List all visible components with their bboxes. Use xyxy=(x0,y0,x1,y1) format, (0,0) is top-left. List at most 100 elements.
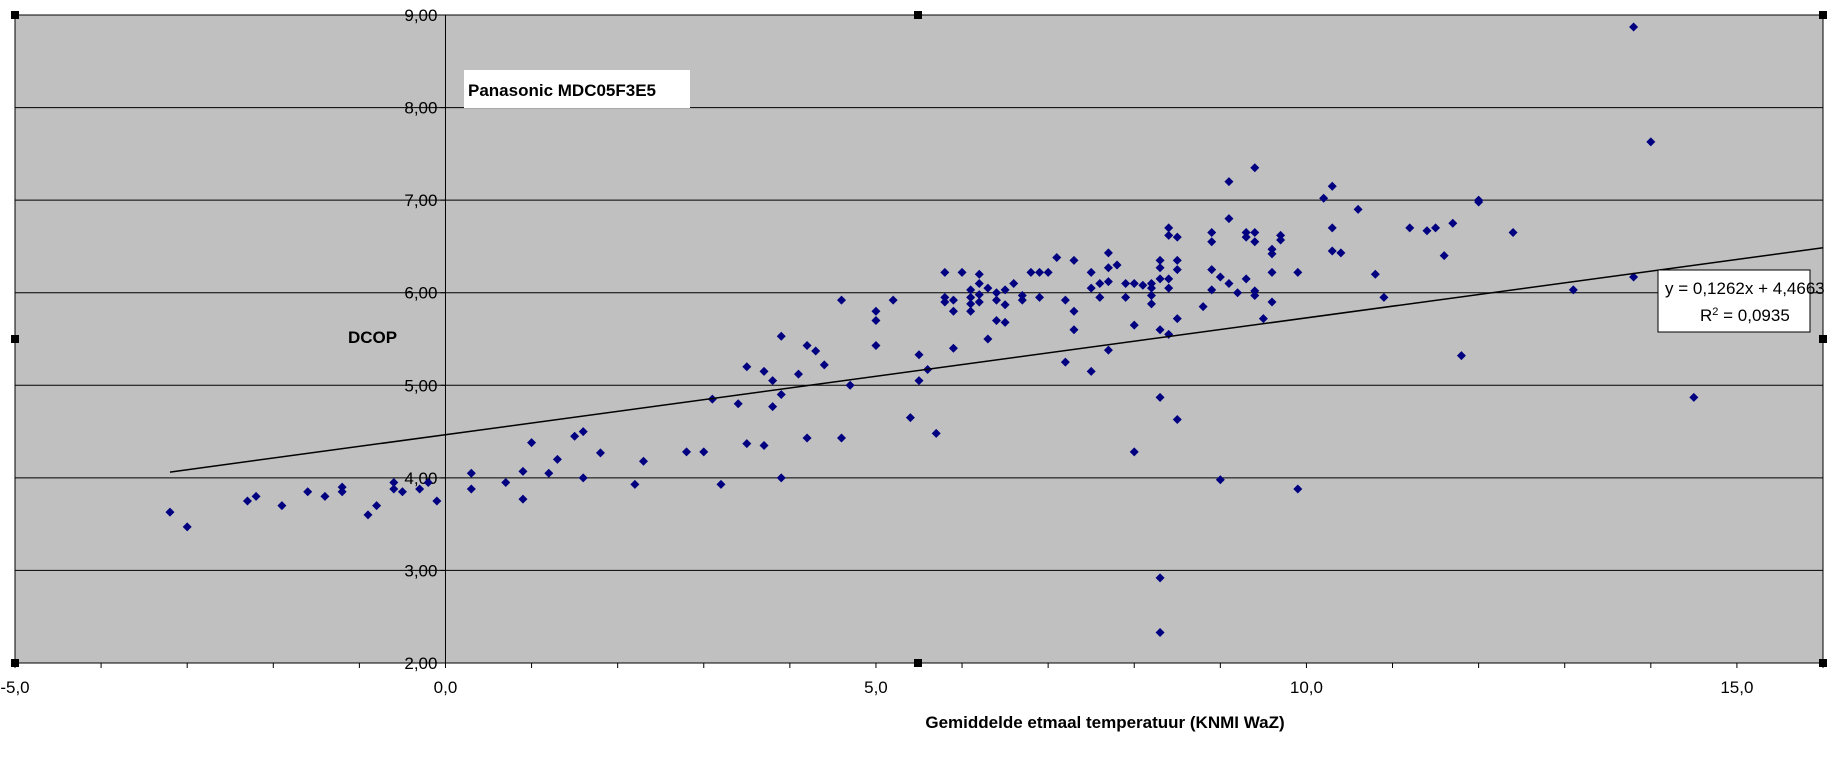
data-point xyxy=(802,340,812,350)
data-point xyxy=(1250,286,1260,296)
x-tick-label: 15,0 xyxy=(1720,678,1753,697)
trendline-equation: y = 0,1262x + 4,4663 xyxy=(1665,279,1825,298)
data-point xyxy=(966,292,976,302)
data-point xyxy=(966,285,976,295)
data-point xyxy=(948,295,958,305)
data-point xyxy=(1121,292,1131,302)
data-point xyxy=(1103,345,1113,355)
trendline xyxy=(169,247,1824,473)
data-point xyxy=(337,482,347,492)
data-point xyxy=(1293,484,1303,494)
data-point xyxy=(1043,267,1053,277)
data-point xyxy=(776,390,786,400)
data-point xyxy=(1155,274,1165,284)
data-point xyxy=(1086,283,1096,293)
data-point xyxy=(759,366,769,376)
y-tick-label: 2,00 xyxy=(404,654,437,673)
plot-area xyxy=(14,14,1824,664)
data-point xyxy=(888,295,898,305)
data-point xyxy=(1422,226,1432,236)
data-point xyxy=(466,484,476,494)
y-tick-label: 9,00 xyxy=(404,6,437,25)
data-point xyxy=(363,510,373,520)
data-point xyxy=(1370,269,1380,279)
data-point xyxy=(1095,292,1105,302)
data-point xyxy=(1224,177,1234,187)
data-point xyxy=(1155,263,1165,273)
data-point xyxy=(1172,232,1182,242)
data-point xyxy=(1129,320,1139,330)
data-point xyxy=(1267,244,1277,254)
x-tick-label: 5,0 xyxy=(864,678,888,697)
chart-title: Panasonic MDC05F3E5 xyxy=(468,81,656,100)
data-point xyxy=(1241,228,1251,238)
data-point xyxy=(1069,255,1079,265)
axes xyxy=(14,14,1824,668)
data-point xyxy=(733,399,743,409)
plot-area-handles[interactable] xyxy=(11,11,1827,667)
data-point xyxy=(1224,278,1234,288)
data-point xyxy=(1629,22,1639,32)
data-point xyxy=(578,427,588,437)
data-point xyxy=(768,376,778,386)
data-point xyxy=(397,487,407,497)
data-point xyxy=(1129,278,1139,288)
y-tick-label: 5,00 xyxy=(404,376,437,395)
data-point xyxy=(372,501,382,511)
data-point xyxy=(1155,392,1165,402)
data-point xyxy=(242,496,252,506)
trendline-label[interactable]: y = 0,1262x + 4,4663 R2 = 0,0935 xyxy=(1657,269,1825,333)
data-point xyxy=(905,413,915,423)
data-point xyxy=(1086,267,1096,277)
data-point xyxy=(974,269,984,279)
x-axis-title: Gemiddelde etmaal temperatuur (KNMI WaZ) xyxy=(925,713,1284,732)
data-point xyxy=(974,297,984,307)
data-point xyxy=(1250,163,1260,173)
data-point xyxy=(595,448,605,458)
data-point xyxy=(1103,263,1113,273)
data-point xyxy=(1379,292,1389,302)
data-point xyxy=(638,456,648,466)
data-point xyxy=(974,290,984,300)
data-point xyxy=(1000,317,1010,327)
data-point xyxy=(940,292,950,302)
data-point xyxy=(966,299,976,309)
data-point xyxy=(991,315,1001,325)
data-point xyxy=(552,454,562,464)
data-point xyxy=(811,346,821,356)
data-point xyxy=(1146,290,1156,300)
data-point xyxy=(544,468,554,478)
data-point xyxy=(1155,573,1165,583)
data-point xyxy=(931,428,941,438)
data-point xyxy=(423,477,433,487)
y-tick-label: 6,00 xyxy=(404,284,437,303)
data-point xyxy=(1052,253,1062,263)
data-point xyxy=(570,431,580,441)
data-point xyxy=(501,477,511,487)
data-point xyxy=(320,491,330,501)
data-point xyxy=(1250,228,1260,238)
data-point xyxy=(1086,366,1096,376)
data-point xyxy=(389,484,399,494)
data-point xyxy=(1327,246,1337,256)
data-point xyxy=(1138,280,1148,290)
data-point xyxy=(871,306,881,316)
data-point xyxy=(1405,223,1415,233)
data-point xyxy=(518,494,528,504)
data-point xyxy=(914,376,924,386)
data-point xyxy=(1215,475,1225,485)
data-point xyxy=(802,433,812,443)
x-tick-label: 0,0 xyxy=(434,678,458,697)
data-point xyxy=(1172,265,1182,275)
data-point xyxy=(1060,357,1070,367)
data-point xyxy=(1103,277,1113,287)
data-point xyxy=(1172,314,1182,324)
data-point xyxy=(742,439,752,449)
data-point xyxy=(966,306,976,316)
data-point xyxy=(759,440,769,450)
data-point xyxy=(1017,290,1027,300)
data-point xyxy=(1155,255,1165,265)
data-point xyxy=(182,522,192,532)
y-axis-title: DCOP xyxy=(348,328,397,347)
